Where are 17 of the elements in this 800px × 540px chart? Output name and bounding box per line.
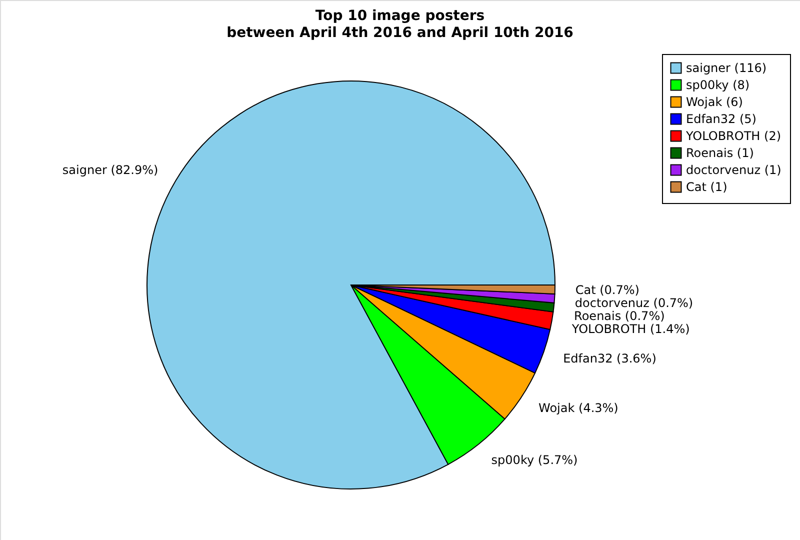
legend-label: sp00ky (8): [686, 78, 750, 92]
data-label: Cat (0.7%): [575, 282, 640, 297]
legend-label: saigner (116): [686, 61, 767, 75]
data-label: Edfan32 (3.6%): [563, 351, 656, 366]
data-label: Wojak (4.3%): [538, 401, 618, 416]
legend-label: Edfan32 (5): [686, 112, 756, 126]
legend-label: Cat (1): [686, 180, 728, 194]
chart-title: Top 10 image posters between April 4th 2016 and April 10th 2016: [226, 8, 574, 41]
data-label: Roenais (0.7%): [574, 308, 665, 323]
data-label: YOLOBROTH (1.4%): [570, 322, 690, 336]
legend-label: Roenais (1): [686, 146, 754, 160]
data-label: sp00ky (5.7%): [491, 453, 578, 468]
legend-label: doctorvenuz (1): [686, 163, 782, 177]
data-label: saigner (82.9%): [62, 163, 158, 178]
legend-label: YOLOBROTH (2): [685, 129, 782, 143]
data-label: doctorvenuz (0.7%): [574, 296, 694, 310]
legend-label: Wojak (6): [686, 95, 743, 109]
